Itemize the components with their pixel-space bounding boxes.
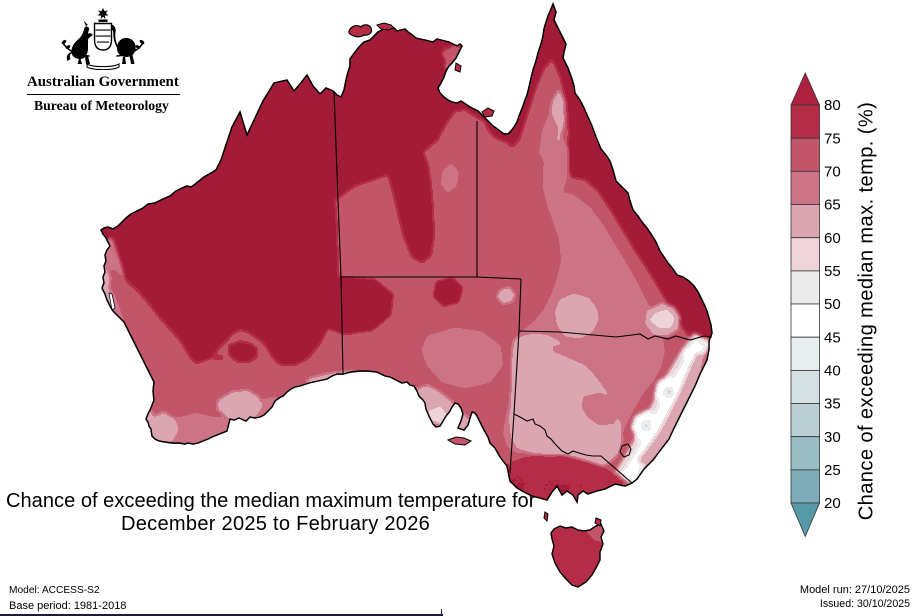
svg-text:65: 65 (824, 197, 841, 214)
svg-text:Chance of exceeding median max: Chance of exceeding median max. temp. (%… (856, 102, 878, 520)
svg-text:20: 20 (824, 495, 841, 512)
svg-text:55: 55 (824, 263, 841, 280)
svg-text:25: 25 (824, 462, 841, 479)
svg-text:80: 80 (824, 97, 841, 114)
svg-text:35: 35 (824, 396, 841, 413)
svg-text:60: 60 (824, 230, 841, 247)
svg-text:70: 70 (824, 164, 841, 181)
svg-text:30: 30 (824, 429, 841, 446)
svg-text:40: 40 (824, 363, 841, 380)
svg-text:75: 75 (824, 130, 841, 147)
svg-text:45: 45 (824, 329, 841, 346)
svg-text:50: 50 (824, 296, 841, 313)
